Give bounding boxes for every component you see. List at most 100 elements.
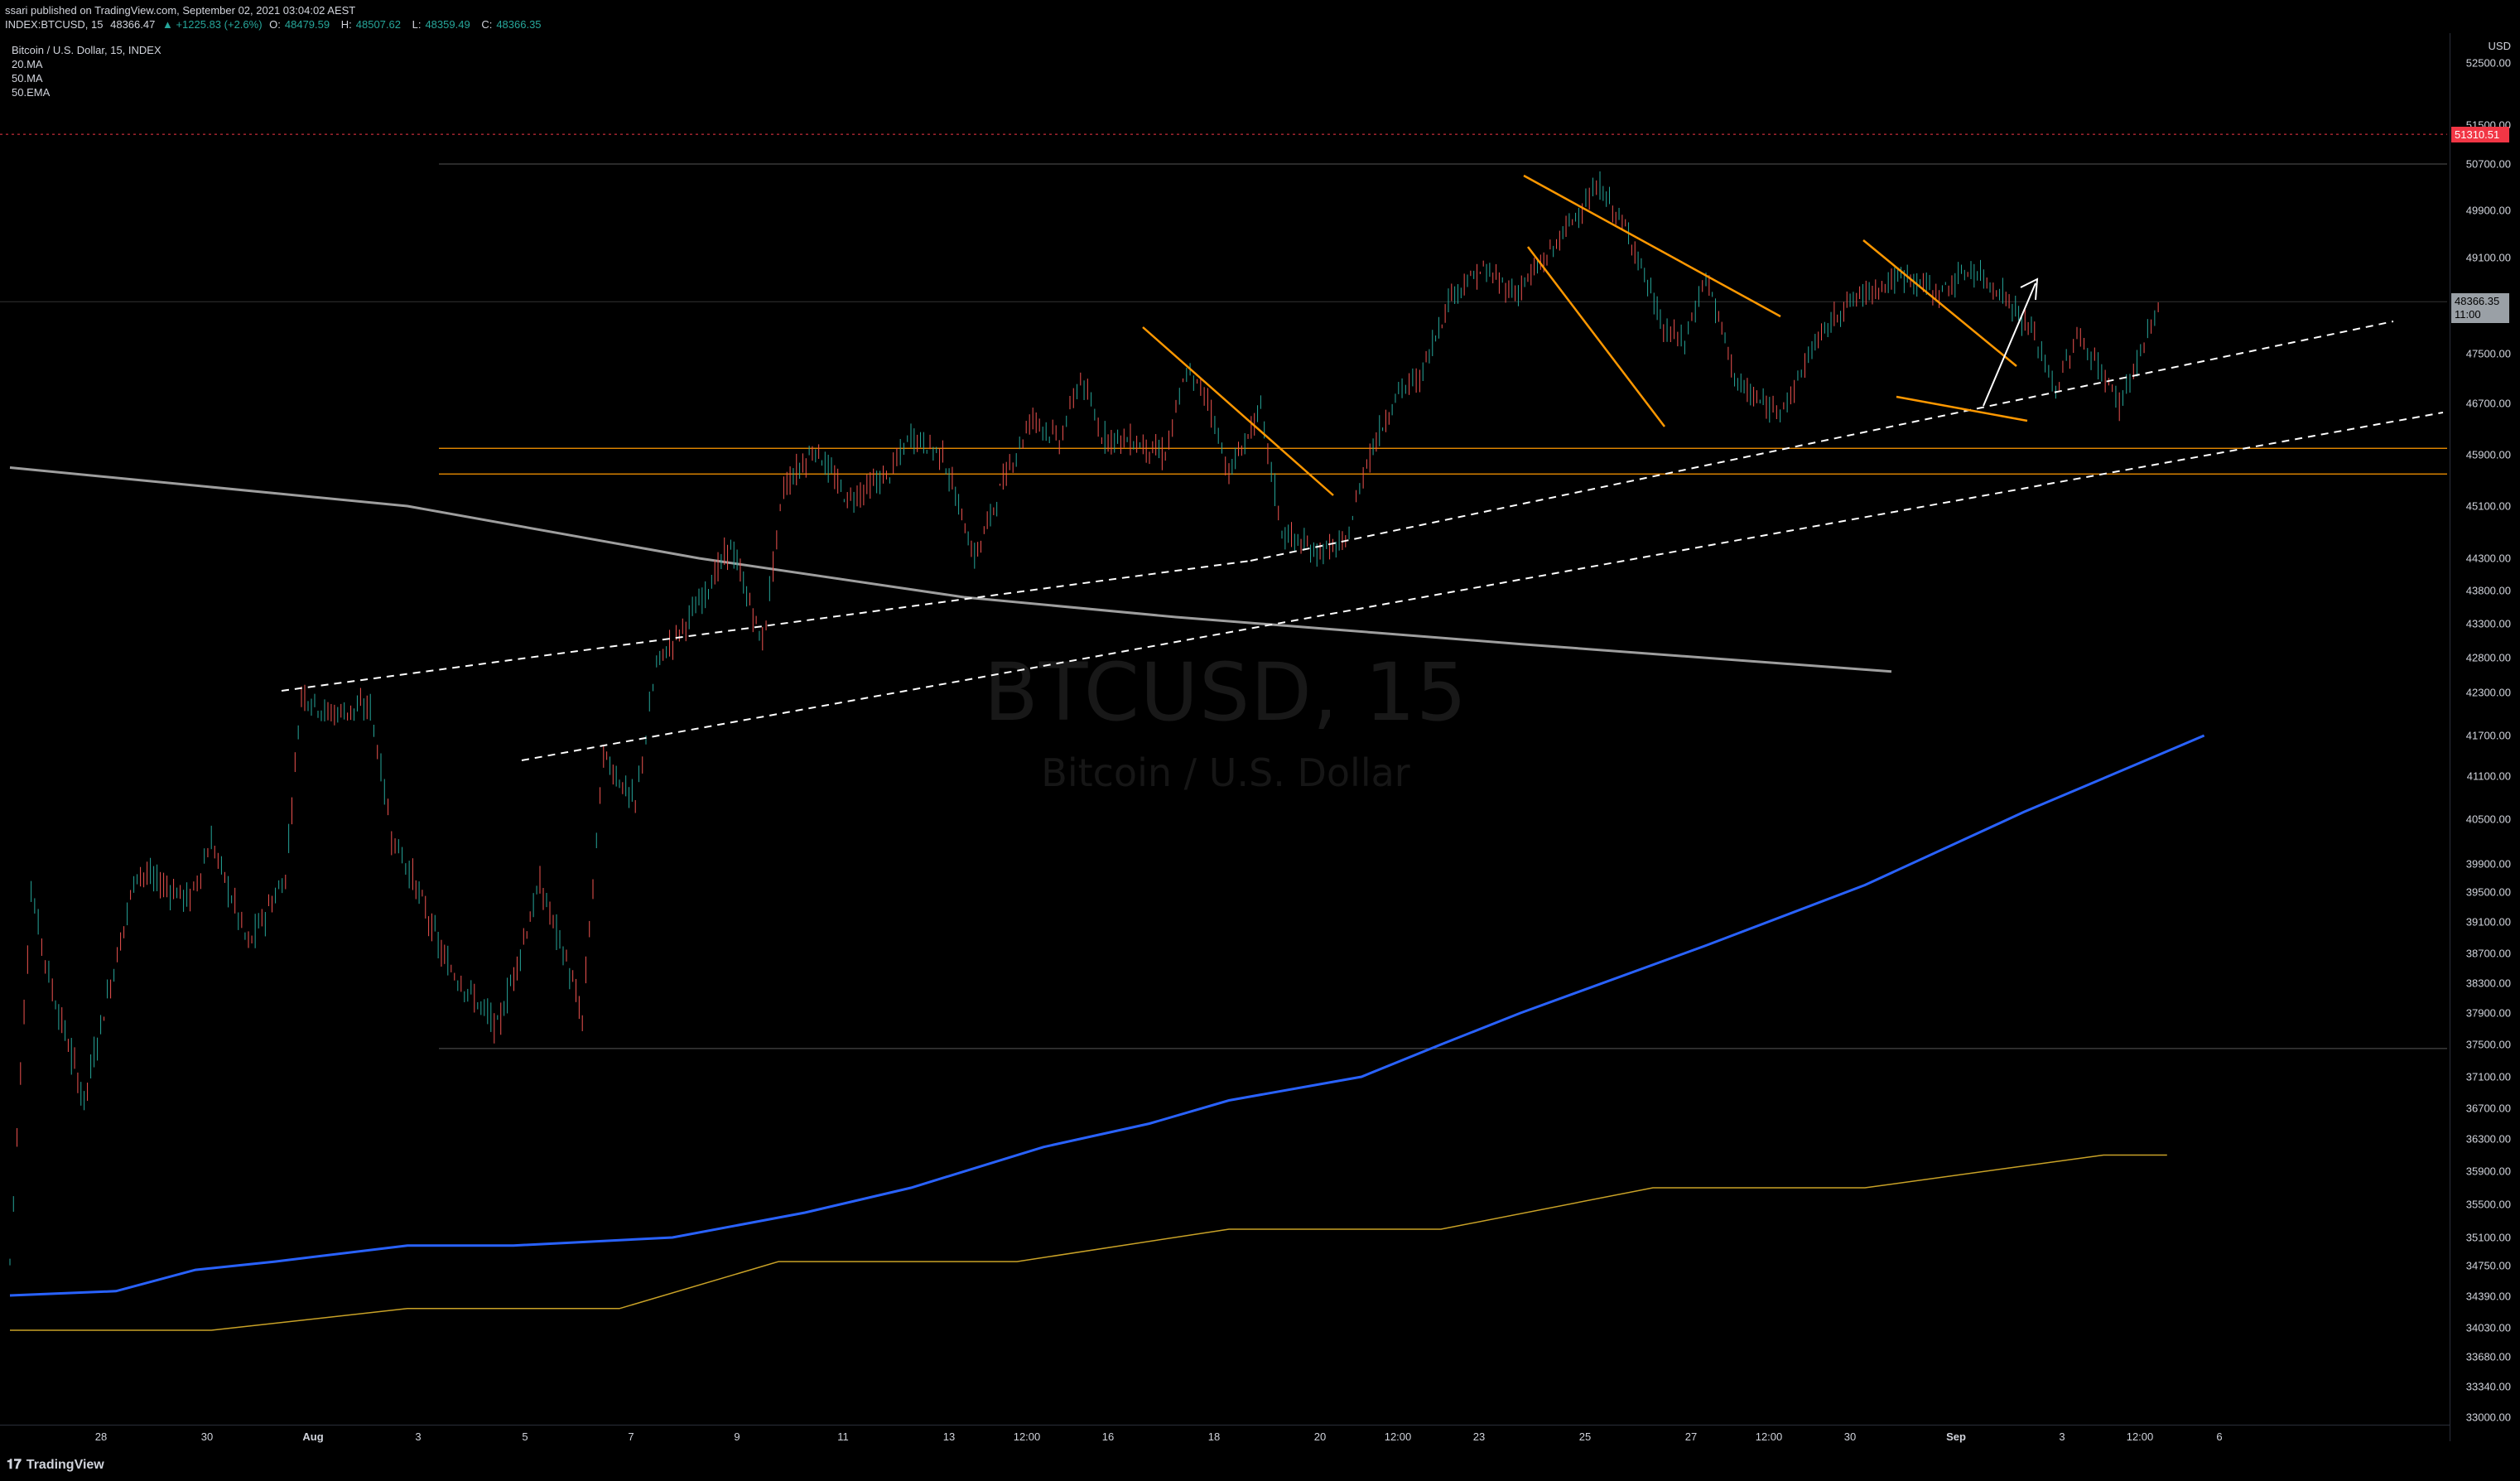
y-tick-label: 37100.00: [2465, 1070, 2511, 1083]
y-tick-label: 38300.00: [2465, 977, 2511, 990]
x-tick-label: 12:00: [2126, 1430, 2154, 1443]
y-tick-label: 45900.00: [2465, 448, 2511, 461]
x-tick-label: 11: [837, 1430, 849, 1443]
price-chart[interactable]: [0, 0, 2450, 1425]
last-price: 48366.47: [110, 18, 156, 31]
legend-ma50[interactable]: 50.MA: [12, 72, 43, 84]
open-value: 48479.59: [284, 18, 330, 31]
watermark-symbol: BTCUSD, 15: [983, 646, 1468, 739]
x-tick-label: 12:00: [1384, 1430, 1412, 1443]
x-tick-label: Sep: [1946, 1430, 1966, 1443]
ma20-line: [9, 734, 2205, 1297]
y-tick-label: 42300.00: [2465, 686, 2511, 699]
price-change: ▲ +1225.83 (+2.6%): [161, 18, 263, 31]
currency-label: USD: [2488, 40, 2511, 52]
time-axis[interactable]: 28 30 Aug 3 5 7 9 11 13 12:00 16 18 20 12:00 23 25 27 12:…: [0, 1425, 2450, 1447]
watermark-name: Bitcoin / U.S. Dollar: [1041, 750, 1410, 795]
y-tick-label: 39500.00: [2465, 885, 2511, 899]
last-price-tag-time: 11:00: [2455, 308, 2481, 321]
ema50-line: [9, 466, 1892, 673]
x-tick-label: 5: [522, 1430, 528, 1443]
y-tick-label: 34030.00: [2465, 1321, 2511, 1334]
ma50-line: [10, 1154, 2167, 1331]
orange-trendline-1: [1142, 326, 1334, 496]
x-tick-label: 3: [415, 1430, 422, 1443]
y-tick-label: 46700.00: [2465, 397, 2511, 410]
x-tick-label: 16: [1101, 1430, 1115, 1443]
close-value: 48366.35: [496, 18, 542, 31]
y-tick-label: 36700.00: [2465, 1102, 2511, 1115]
y-tick-label: 49100.00: [2465, 251, 2511, 264]
y-tick-label: 52500.00: [2465, 56, 2511, 70]
tradingview-logo-icon: 𝟏𝟕: [7, 1458, 22, 1472]
y-tick-label: 41100.00: [2466, 769, 2511, 783]
alert-price-tag: 51310.51: [2451, 127, 2509, 143]
orange-trendline-5: [1896, 395, 2028, 422]
dashed-trendline-lower: [521, 412, 2444, 761]
y-tick-label: 42800.00: [2465, 651, 2511, 664]
x-tick-label: 12:00: [1013, 1430, 1041, 1443]
legend-ma20[interactable]: 20.MA: [12, 58, 43, 70]
y-tick-label: 39100.00: [2465, 915, 2511, 929]
y-tick-label: 47500.00: [2465, 347, 2511, 360]
x-tick-label: 18: [1207, 1430, 1221, 1443]
y-tick-label: 43300.00: [2465, 617, 2511, 630]
symbol-label: INDEX:BTCUSD, 15: [5, 18, 104, 31]
footer-brand: 𝟏𝟕 TradingView: [7, 1458, 104, 1473]
open-label: O:: [269, 18, 281, 31]
y-tick-label: 37500.00: [2465, 1038, 2511, 1051]
y-tick-label: 50700.00: [2465, 157, 2511, 171]
breakout-arrow-head-icon: [2020, 277, 2039, 301]
high-value: 48507.62: [355, 18, 401, 31]
y-tick-label: 39900.00: [2465, 857, 2511, 871]
x-tick-label: 13: [942, 1430, 956, 1443]
y-tick-label: 35100.00: [2465, 1231, 2511, 1244]
brand-label: TradingView: [26, 1458, 104, 1472]
dashed-trendline-upper-ext: [1250, 321, 2394, 562]
x-tick-label: 20: [1313, 1430, 1327, 1443]
low-label: L:: [412, 18, 422, 31]
y-tick-label: 36300.00: [2465, 1132, 2511, 1146]
y-tick-label: 38700.00: [2465, 947, 2511, 960]
x-tick-label: 23: [1472, 1430, 1486, 1443]
x-tick-label: 9: [734, 1430, 740, 1443]
x-tick-label: 30: [200, 1430, 214, 1443]
high-label: H:: [340, 18, 352, 31]
x-tick-label: 7: [628, 1430, 634, 1443]
orange-trendline-3: [1527, 246, 1665, 427]
last-price-tag-value: 48366.35: [2455, 295, 2500, 308]
y-tick-label: 49900.00: [2465, 204, 2511, 217]
close-label: C:: [481, 18, 493, 31]
dashed-trendline-upper: [281, 560, 1251, 692]
x-tick-label: Aug: [302, 1430, 324, 1443]
x-tick-label: 12:00: [1755, 1430, 1783, 1443]
y-tick-label: 43800.00: [2465, 584, 2511, 597]
indicator-legend: Bitcoin / U.S. Dollar, 15, INDEX 20.MA 5…: [12, 43, 161, 99]
orange-trendline-2: [1523, 174, 1781, 318]
published-line: ssari published on TradingView.com, Sept…: [5, 4, 356, 17]
y-tick-label: 33000.00: [2465, 1411, 2511, 1424]
legend-ema50[interactable]: 50.EMA: [12, 86, 51, 99]
y-tick-label: 35500.00: [2465, 1198, 2511, 1211]
y-tick-label: 40500.00: [2465, 813, 2511, 826]
y-tick-label: 44300.00: [2465, 552, 2511, 565]
x-tick-label: 25: [1578, 1430, 1592, 1443]
y-tick-label: 34390.00: [2465, 1290, 2511, 1303]
x-tick-label: 27: [1684, 1430, 1698, 1443]
chart-header: ssari published on TradingView.com, Sept…: [5, 3, 550, 31]
x-tick-label: 6: [2216, 1430, 2223, 1443]
y-tick-label: 34750.00: [2465, 1259, 2511, 1272]
low-value: 48359.49: [425, 18, 470, 31]
x-tick-label: 30: [1843, 1430, 1857, 1443]
y-tick-label: 33340.00: [2465, 1380, 2511, 1393]
symbol-ohlc-line: INDEX:BTCUSD, 15 48366.47 ▲ +1225.83 (+2…: [5, 17, 550, 31]
y-tick-label: 35900.00: [2465, 1165, 2511, 1178]
last-price-tag: 48366.35 11:00: [2451, 293, 2509, 324]
legend-title[interactable]: Bitcoin / U.S. Dollar, 15, INDEX: [12, 44, 161, 56]
x-tick-label: 3: [2059, 1430, 2065, 1443]
price-axis[interactable]: USD 52500.00 51500.00 50700.00 49900.00 4910…: [2450, 33, 2520, 1441]
y-tick-label: 45100.00: [2465, 499, 2511, 513]
y-tick-label: 41700.00: [2465, 729, 2511, 742]
x-tick-label: 28: [94, 1430, 108, 1443]
breakout-arrow-shaft: [1983, 282, 2036, 407]
